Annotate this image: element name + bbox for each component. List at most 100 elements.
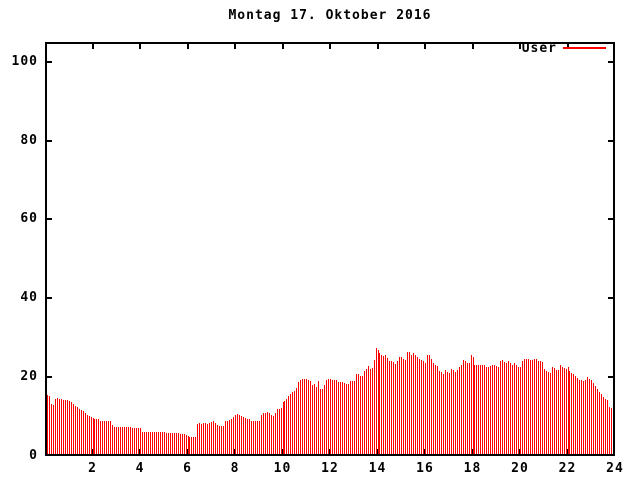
impulse-bar: [560, 365, 561, 455]
y-tick-label: 20: [20, 369, 38, 385]
impulse-bar: [164, 432, 165, 455]
impulse-bar: [69, 401, 70, 455]
impulse-bar: [112, 425, 113, 455]
impulse-bar: [488, 367, 489, 455]
impulse-bar: [376, 348, 377, 455]
impulse-bar: [312, 385, 313, 455]
impulse-bar: [318, 381, 319, 455]
impulse-bar: [93, 418, 94, 455]
impulse-bar: [245, 418, 246, 455]
impulse-bar: [340, 382, 341, 455]
impulse-bar: [344, 383, 345, 455]
impulse-bar: [457, 370, 458, 455]
impulse-bar: [573, 374, 574, 455]
impulse-bar: [73, 404, 74, 455]
impulse-bar: [526, 359, 527, 455]
impulse-bar: [443, 374, 444, 455]
impulse-bar: [326, 380, 327, 455]
impulse-bar: [403, 359, 404, 455]
impulse-bar: [269, 413, 270, 455]
impulse-bar: [389, 361, 390, 455]
impulse-bar: [275, 413, 276, 455]
impulse-bar: [467, 363, 468, 455]
impulse-bar: [79, 409, 80, 455]
impulse-bar: [568, 367, 569, 455]
impulse-bar: [267, 412, 268, 455]
impulse-bar: [474, 365, 475, 455]
impulse-bar: [520, 367, 521, 455]
impulse-bar: [542, 362, 543, 455]
impulse-bar: [564, 368, 565, 455]
impulse-bar: [370, 369, 371, 455]
x-tick-label: 14: [368, 461, 387, 476]
impulse-bar: [286, 399, 287, 455]
impulse-bar: [482, 365, 483, 455]
x-tick-label: 24: [606, 461, 624, 476]
impulse-bar: [140, 428, 141, 455]
impulse-bar: [459, 367, 460, 455]
impulse-bar: [85, 413, 86, 455]
impulse-bar: [350, 381, 351, 455]
impulse-bar: [197, 424, 198, 455]
impulse-bar: [102, 421, 103, 455]
impulse-bar: [544, 369, 545, 455]
impulse-bar: [399, 357, 400, 455]
y-tick-label: 80: [20, 132, 38, 148]
impulse-bar: [601, 394, 602, 455]
impulse-bar: [292, 392, 293, 455]
impulse-bar: [314, 384, 315, 455]
impulse-bar: [360, 376, 361, 455]
impulse-bar: [201, 424, 202, 455]
impulse-bar: [306, 379, 307, 455]
impulse-bar: [261, 415, 262, 455]
impulse-bar: [63, 400, 64, 455]
impulse-bar: [189, 437, 190, 455]
impulse-bar: [116, 427, 117, 455]
impulse-bar: [126, 427, 127, 455]
impulse-bar: [259, 421, 260, 455]
impulse-bar: [237, 414, 238, 455]
impulse-bar: [465, 361, 466, 455]
impulse-bar: [575, 376, 576, 455]
impulse-bar: [191, 437, 192, 455]
impulse-bar: [132, 428, 133, 455]
impulse-bar: [98, 419, 99, 455]
impulse-bar: [524, 359, 525, 455]
impulse-bar: [500, 361, 501, 455]
impulse-bar: [188, 436, 189, 455]
legend-label: User: [521, 41, 557, 56]
impulse-bar: [562, 367, 563, 455]
impulse-bar: [338, 382, 339, 455]
impulse-bar: [387, 358, 388, 455]
impulse-bar: [494, 365, 495, 455]
impulse-bar: [348, 384, 349, 455]
impulse-bar: [106, 421, 107, 455]
impulse-bar: [178, 433, 179, 455]
impulse-bar: [322, 389, 323, 455]
impulse-bar: [302, 379, 303, 455]
impulse-bar: [225, 421, 226, 455]
impulse-bar: [558, 370, 559, 455]
impulse-bar: [231, 419, 232, 455]
impulse-bar: [431, 359, 432, 455]
impulse-bar: [65, 400, 66, 455]
impulse-bar: [251, 421, 252, 455]
impulse-bar: [49, 396, 50, 455]
impulse-bar: [550, 373, 551, 455]
impulse-bar: [184, 434, 185, 455]
impulse-bar: [502, 360, 503, 455]
impulse-bar: [162, 432, 163, 455]
impulse-bar: [281, 408, 282, 455]
y-tick-label: 40: [20, 290, 38, 306]
impulse-bar: [284, 401, 285, 455]
impulse-bar: [583, 381, 584, 455]
impulse-bar: [273, 416, 274, 455]
impulse-bar: [374, 360, 375, 455]
impulse-bar: [421, 360, 422, 455]
impulse-bar: [75, 406, 76, 455]
impulse-bar: [108, 421, 109, 455]
x-tick-label: 22: [558, 461, 577, 476]
impulse-bar: [476, 365, 477, 455]
impulse-bar: [59, 399, 60, 455]
impulse-bar: [419, 359, 420, 455]
